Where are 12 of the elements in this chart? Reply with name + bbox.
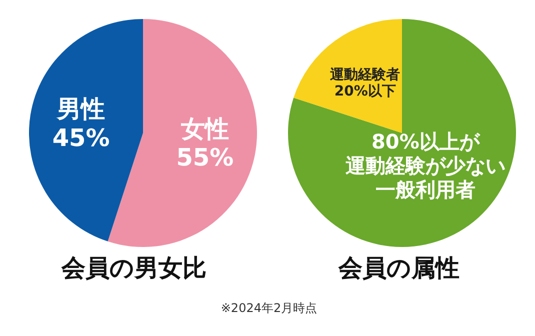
pie-slice xyxy=(108,19,257,247)
data-label: 45% xyxy=(52,124,110,152)
text: 会員の男女比 xyxy=(60,253,208,284)
pie-slice xyxy=(288,19,516,247)
text: 会員の属性 xyxy=(337,253,460,284)
slice-label: 女性 xyxy=(180,114,229,143)
data-label: 55% xyxy=(176,144,234,172)
text: ※2024年2月時点 xyxy=(220,300,318,317)
pie-slice xyxy=(29,19,143,242)
slice-label: 運動経験者20%以下 xyxy=(329,66,400,100)
slice-label: 80%以上が運動経験が少ない一般利用者 xyxy=(344,129,506,202)
slice-label: 男性 xyxy=(56,95,106,124)
